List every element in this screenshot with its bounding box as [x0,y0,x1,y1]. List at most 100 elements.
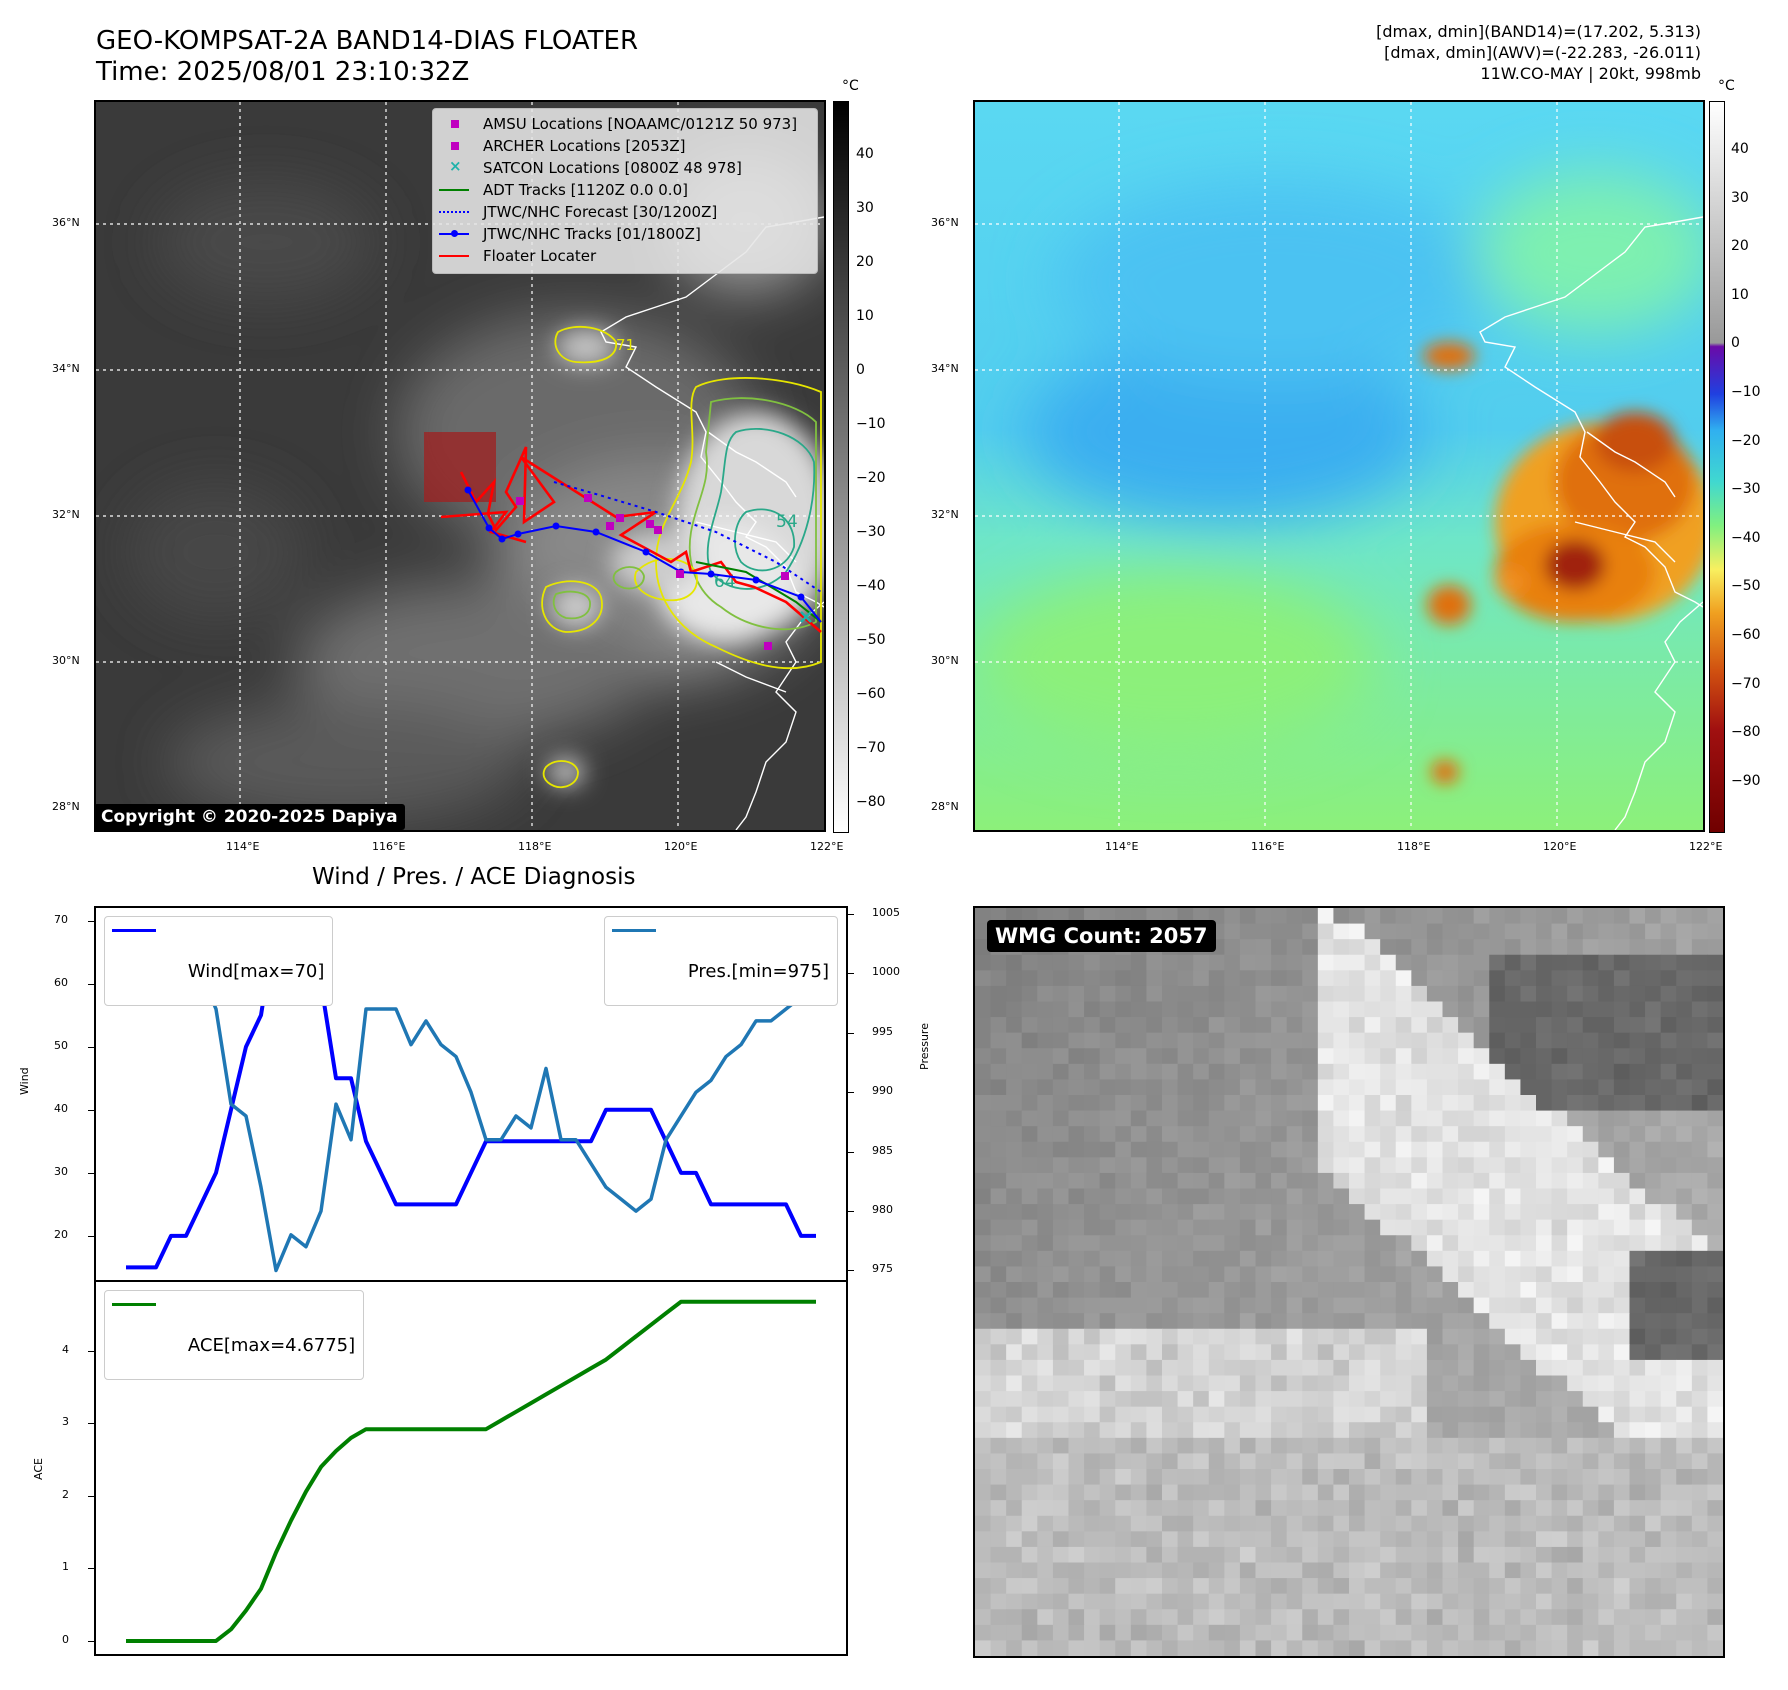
pres-tick-label: 995 [872,1024,893,1038]
line-marker-icon [112,929,156,932]
legend-item-archer: ARCHER Locations [2053Z] [433,135,817,157]
ir-colorbar-tick-label: −20 [856,470,886,486]
wind-ylabel: Wind [18,1067,31,1095]
wind-pres-plot [126,918,816,1273]
tick-mark [88,1046,94,1048]
wv-colorbar-tick-label: −20 [1731,432,1761,449]
wv-colorbar-unit: °C [1718,78,1735,94]
wind-tick-label: 30 [54,1164,68,1178]
wmg-panel: WMG Count: 2057 [973,906,1725,1658]
wv-colorbar-tick-label: −80 [1731,724,1761,741]
wv-colorbar-tick-label: −50 [1731,578,1761,595]
ir-colorbar [833,101,849,833]
wv-map-image [975,102,1703,830]
wind-pres-panel: Wind[max=70] Pres.[min=975] [94,906,848,1282]
tick-mark [848,913,854,915]
tick-mark [88,920,94,922]
line-marker-icon [439,255,469,257]
ace-tick-label: 3 [62,1415,69,1429]
wv-colorbar-tick-label: −90 [1731,772,1761,789]
pres-tick-label: 990 [872,1084,893,1098]
wv-colorbar-tick-label: −70 [1731,675,1761,692]
wv-colorbar-tick-label: 10 [1731,286,1749,303]
legend-label: AMSU Locations [NOAAMC/0121Z 50 973] [483,115,798,133]
info-band14: [dmax, dmin](BAND14)=(17.202, 5.313) [1376,22,1701,41]
pres-tick-label: 975 [872,1262,893,1276]
pres-tick-label: 1005 [872,905,900,919]
tick-mark [848,1092,854,1094]
legend-item-satcon: × SATCON Locations [0800Z 48 978] [433,157,817,179]
ace-plot [126,1299,816,1643]
legend-item-forecast: JTWC/NHC Forecast [30/1200Z] [433,201,817,223]
lon-tick-label: 122°E [810,840,844,853]
line-marker-icon [439,189,469,191]
square-marker-icon [451,120,459,128]
ir-colorbar-tick-label: −10 [856,416,886,432]
ir-colorbar-tick-label: −80 [856,794,886,810]
lon-tick-label: 120°E [664,840,698,853]
copyright-label: Copyright © 2020-2025 Dapiya [96,804,405,830]
pres-ylabel: Pressure [918,1023,931,1070]
lat-tick-label: 28°N [931,800,959,813]
line-marker-icon [112,1303,156,1306]
tick-mark [848,1151,854,1153]
wv-colorbar-tick-label: 20 [1731,238,1749,255]
lat-tick-label: 34°N [52,362,80,375]
tick-mark [848,1211,854,1213]
legend-label: ARCHER Locations [2053Z] [483,137,686,155]
pres-legend: Pres.[min=975] [603,916,838,1006]
wv-colorbar-tick-label: −10 [1731,384,1761,400]
tick-mark [88,1350,94,1352]
pres-tick-label: 980 [872,1203,893,1217]
chart-time: Time: 2025/08/01 23:10:32Z [96,57,470,87]
wind-tick-label: 50 [54,1038,68,1052]
wv-colorbar-tick-label: −40 [1731,529,1761,546]
tick-mark [88,1640,94,1642]
tick-mark [848,1270,854,1272]
ace-legend-label: ACE[max=4.6775] [187,1335,356,1356]
lat-tick-label: 32°N [931,508,959,521]
wind-tick-label: 60 [54,975,68,989]
ir-colorbar-tick-label: 10 [856,308,874,324]
lat-tick-label: 30°N [931,654,959,667]
legend-label: SATCON Locations [0800Z 48 978] [483,159,742,177]
pres-legend-label: Pres.[min=975] [687,961,829,982]
series-line-wind [126,918,816,1270]
tick-mark [848,1032,854,1034]
square-marker-icon [451,142,459,150]
legend-label: Floater Locater [483,247,597,265]
tick-mark [88,1235,94,1237]
legend-item-tracks: JTWC/NHC Tracks [01/1800Z] [433,223,817,245]
lon-tick-label: 116°E [1251,840,1285,853]
wv-colorbar-tick-label: 0 [1731,335,1740,352]
contour-label: 54 [776,512,798,532]
ace-legend: ACE[max=4.6775] [104,1290,365,1380]
legend-label: JTWC/NHC Forecast [30/1200Z] [483,203,718,221]
tick-mark [88,983,94,985]
contour-label: 71 [616,336,635,354]
legend-label: JTWC/NHC Tracks [01/1800Z] [483,225,701,243]
wind-legend: Wind[max=70] [104,916,334,1006]
ace-panel: ACE[max=4.6775] [94,1280,848,1656]
lon-tick-label: 114°E [226,840,260,853]
dotted-line-icon [439,211,469,213]
wv-colorbar-tick-label: −60 [1731,627,1761,643]
lon-tick-label: 118°E [518,840,552,853]
ir-colorbar-tick-label: 20 [856,254,874,270]
ir-colorbar-tick-label: −60 [856,686,886,702]
tick-mark [848,973,854,975]
lat-tick-label: 28°N [52,800,80,813]
ir-colorbar-unit: °C [842,78,859,94]
legend-item-floater: Floater Locater [433,245,817,267]
map-legend: AMSU Locations [NOAAMC/0121Z 50 973] ARC… [432,108,818,274]
lat-tick-label: 36°N [52,216,80,229]
diag-title: Wind / Pres. / ACE Diagnosis [312,864,636,890]
ace-tick-label: 4 [62,1342,69,1356]
wv-colorbar [1709,101,1725,833]
wv-map-panel [973,100,1705,832]
ir-colorbar-tick-label: −50 [856,632,886,648]
pres-tick-label: 985 [872,1143,893,1157]
lon-tick-label: 114°E [1105,840,1139,853]
legend-item-adt: ADT Tracks [1120Z 0.0 0.0] [433,179,817,201]
wind-legend-label: Wind[max=70] [187,961,325,982]
